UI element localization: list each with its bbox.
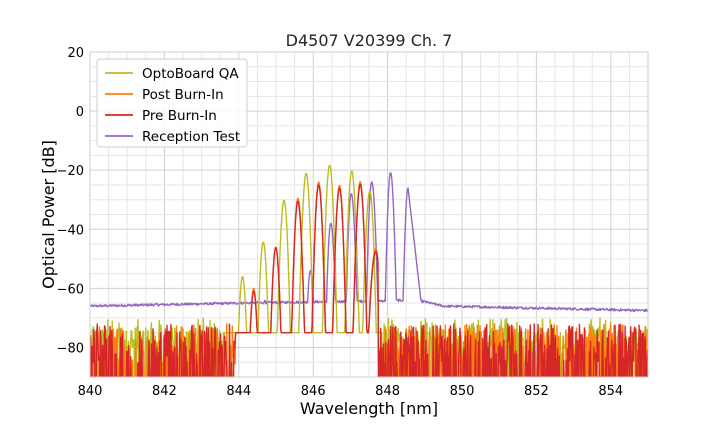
legend-box (96, 58, 248, 148)
legend-label: OptoBoard QA (142, 66, 239, 82)
x-axis-label: Wavelength [nm] (300, 399, 438, 418)
legend-label: Post Burn-In (142, 87, 224, 103)
y-tick-label: −80 (57, 341, 84, 356)
series-layer (90, 164, 648, 377)
x-tick-label: 854 (598, 384, 623, 399)
y-tick-labels: 20 0 −20 −40 −60 −80 (57, 46, 84, 356)
y-tick-label: 20 (67, 46, 84, 61)
x-tick-label: 842 (152, 384, 177, 399)
legend-label: Reception Test (142, 129, 240, 145)
plot-frame (89, 51, 649, 378)
x-tick-label: 852 (524, 384, 549, 399)
x-tick-label: 848 (375, 384, 400, 399)
series-line-reception-test (90, 172, 648, 313)
x-tick-label: 846 (301, 384, 326, 399)
y-tick-label: −20 (57, 164, 84, 179)
legend: OptoBoard QA Post Burn-In Pre Burn-In Recep… (96, 58, 248, 148)
series-line-pre-burn-in (90, 183, 648, 377)
x-tick-label: 844 (226, 384, 251, 399)
y-tick-label: −60 (57, 282, 84, 297)
y-tick-label: 0 (76, 105, 84, 120)
x-tick-labels: 840 842 844 846 848 850 852 854 (78, 384, 624, 399)
y-tick-label: −40 (57, 223, 84, 238)
chart-title: D4507 V20399 Ch. 7 (286, 31, 453, 50)
x-tick-label: 840 (78, 384, 103, 399)
legend-label: Pre Burn-In (142, 108, 217, 124)
y-axis-label: Optical Power [dB] (39, 140, 58, 289)
x-tick-label: 850 (450, 384, 475, 399)
